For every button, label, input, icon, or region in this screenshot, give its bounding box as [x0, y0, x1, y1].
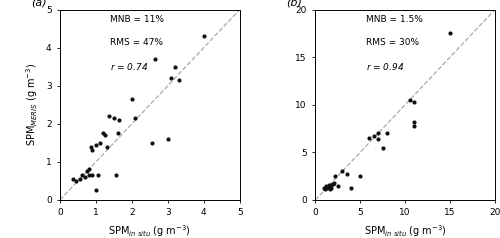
Point [347, 186, 355, 189]
Point [324, 185, 332, 188]
Point [374, 137, 382, 141]
Point [174, 78, 182, 82]
Point [324, 183, 332, 187]
Point [365, 136, 373, 140]
Point [410, 124, 418, 128]
Point [200, 34, 208, 38]
Point [94, 173, 102, 177]
Point [148, 141, 156, 145]
Text: (b): (b) [286, 0, 302, 8]
Point [356, 174, 364, 178]
Point [323, 186, 331, 189]
Point [446, 31, 454, 35]
Point [383, 131, 391, 135]
Point [378, 146, 386, 149]
Point [321, 188, 329, 191]
Point [322, 184, 330, 188]
Point [102, 145, 110, 149]
Point [72, 179, 80, 183]
Point [370, 134, 378, 138]
Point [85, 173, 93, 177]
Point [330, 181, 338, 185]
Text: $r$ = 0.74: $r$ = 0.74 [110, 61, 148, 72]
Point [374, 131, 382, 135]
Point [83, 169, 91, 173]
Point [334, 184, 342, 188]
Text: MNB = 11%: MNB = 11% [110, 15, 164, 24]
Point [116, 118, 124, 122]
Point [88, 173, 96, 177]
Point [410, 120, 418, 124]
X-axis label: SPM$_{in\ situ}$ (g m$^{-3}$): SPM$_{in\ situ}$ (g m$^{-3}$) [364, 223, 446, 238]
Point [406, 98, 413, 102]
Point [112, 173, 120, 177]
Point [86, 145, 94, 149]
Point [114, 131, 122, 135]
X-axis label: SPM$_{in\ situ}$ (g m$^{-3}$): SPM$_{in\ situ}$ (g m$^{-3}$) [108, 223, 192, 238]
Text: RMS = 47%: RMS = 47% [110, 38, 164, 47]
Point [164, 137, 172, 141]
Point [331, 174, 339, 178]
Point [132, 116, 140, 120]
Point [410, 100, 418, 104]
Point [81, 175, 89, 179]
Point [329, 182, 337, 186]
Point [328, 183, 336, 187]
Point [68, 177, 76, 181]
Text: RMS = 30%: RMS = 30% [366, 38, 418, 47]
Point [96, 141, 104, 145]
Point [171, 65, 179, 69]
Text: MNB = 1.5%: MNB = 1.5% [366, 15, 422, 24]
Point [326, 187, 334, 190]
Point [128, 97, 136, 101]
Text: (a): (a) [31, 0, 47, 8]
Point [168, 76, 175, 80]
Point [92, 188, 100, 192]
Point [338, 169, 346, 173]
Point [85, 168, 93, 171]
Point [76, 177, 84, 181]
Text: $r$ = 0.94: $r$ = 0.94 [366, 61, 404, 72]
Point [92, 143, 100, 147]
Point [342, 172, 350, 176]
Point [99, 131, 107, 135]
Point [152, 57, 160, 61]
Point [104, 114, 112, 118]
Y-axis label: SPM$_{MERIS}$ (g m$^{-3}$): SPM$_{MERIS}$ (g m$^{-3}$) [24, 63, 40, 146]
Point [101, 133, 109, 137]
Point [88, 149, 96, 152]
Point [326, 188, 334, 191]
Point [110, 116, 118, 120]
Point [78, 173, 86, 177]
Point [320, 187, 328, 190]
